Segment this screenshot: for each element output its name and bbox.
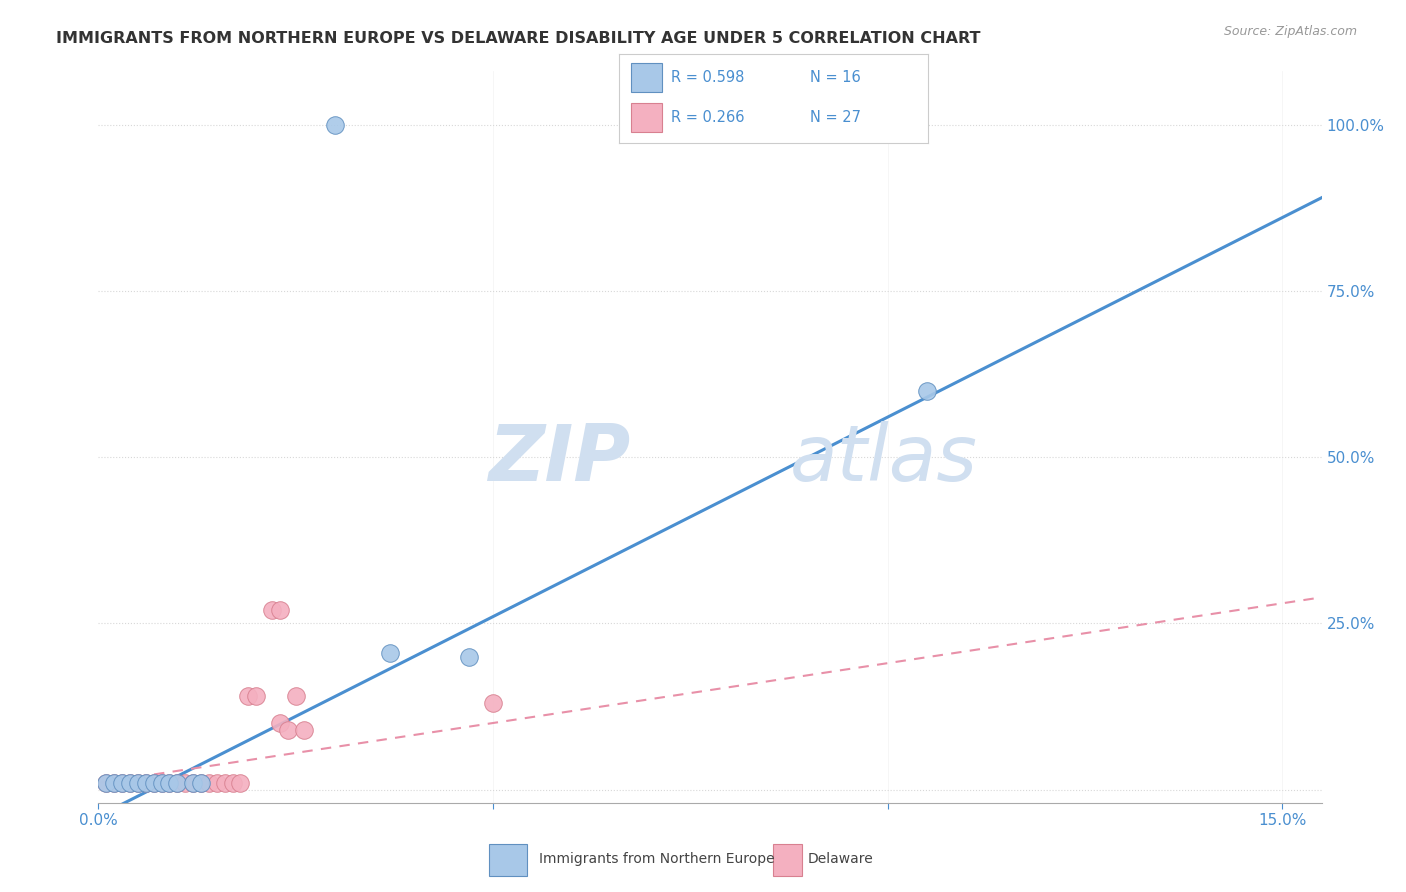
- Point: [915, 384, 938, 398]
- Point: [229, 776, 252, 790]
- Text: Immigrants from Northern Europe: Immigrants from Northern Europe: [540, 852, 775, 865]
- Text: N = 16: N = 16: [810, 70, 860, 85]
- Point: [96, 776, 118, 790]
- Point: [284, 690, 307, 704]
- Point: [142, 776, 165, 790]
- Point: [135, 776, 157, 790]
- Text: IMMIGRANTS FROM NORTHERN EUROPE VS DELAWARE DISABILITY AGE UNDER 5 CORRELATION C: IMMIGRANTS FROM NORTHERN EUROPE VS DELAW…: [56, 31, 981, 46]
- Point: [323, 118, 346, 132]
- Point: [127, 776, 149, 790]
- Point: [292, 723, 315, 737]
- Point: [174, 776, 197, 790]
- Point: [380, 646, 402, 660]
- Text: atlas: atlas: [790, 421, 977, 497]
- Point: [181, 776, 204, 790]
- Point: [96, 776, 118, 790]
- Text: Source: ZipAtlas.com: Source: ZipAtlas.com: [1223, 25, 1357, 38]
- Bar: [631, 63, 662, 92]
- Point: [269, 603, 291, 617]
- Text: ZIP: ZIP: [488, 421, 630, 497]
- Text: R = 0.266: R = 0.266: [671, 111, 745, 125]
- Point: [111, 776, 134, 790]
- Point: [190, 776, 212, 790]
- Point: [127, 776, 149, 790]
- Point: [118, 776, 141, 790]
- Point: [458, 649, 481, 664]
- Point: [198, 776, 221, 790]
- Point: [260, 603, 283, 617]
- Point: [269, 716, 291, 731]
- Point: [166, 776, 188, 790]
- Point: [181, 776, 204, 790]
- Point: [150, 776, 173, 790]
- Point: [245, 690, 267, 704]
- Point: [238, 690, 260, 704]
- Point: [166, 776, 188, 790]
- Bar: [773, 844, 801, 876]
- Bar: [489, 844, 527, 876]
- Text: R = 0.598: R = 0.598: [671, 70, 745, 85]
- Point: [482, 696, 505, 710]
- Point: [135, 776, 157, 790]
- Point: [159, 776, 181, 790]
- Point: [221, 776, 243, 790]
- Point: [103, 776, 125, 790]
- Point: [150, 776, 173, 790]
- Point: [159, 776, 181, 790]
- Bar: [631, 103, 662, 132]
- Point: [214, 776, 236, 790]
- Text: Delaware: Delaware: [808, 852, 875, 865]
- Text: N = 27: N = 27: [810, 111, 862, 125]
- Point: [118, 776, 141, 790]
- Point: [190, 776, 212, 790]
- Point: [277, 723, 299, 737]
- Point: [142, 776, 165, 790]
- Point: [111, 776, 134, 790]
- Point: [205, 776, 228, 790]
- Point: [103, 776, 125, 790]
